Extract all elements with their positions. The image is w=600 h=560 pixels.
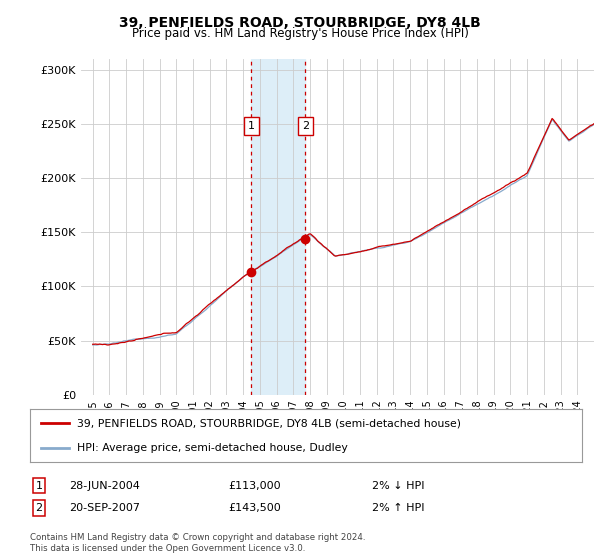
Text: 39, PENFIELDS ROAD, STOURBRIDGE, DY8 4LB (semi-detached house): 39, PENFIELDS ROAD, STOURBRIDGE, DY8 4LB… [77,418,461,428]
Text: 20-SEP-2007: 20-SEP-2007 [69,503,140,513]
Text: 1: 1 [248,121,255,131]
Text: HPI: Average price, semi-detached house, Dudley: HPI: Average price, semi-detached house,… [77,442,347,452]
Text: £113,000: £113,000 [228,480,281,491]
Bar [251,59,305,395]
Text: 2: 2 [35,503,43,513]
Text: 2% ↑ HPI: 2% ↑ HPI [372,503,425,513]
Text: £143,500: £143,500 [228,503,281,513]
Text: 2% ↓ HPI: 2% ↓ HPI [372,480,425,491]
Text: Contains HM Land Registry data © Crown copyright and database right 2024.
This d: Contains HM Land Registry data © Crown c… [30,533,365,553]
Text: 1: 1 [35,480,43,491]
Text: Price paid vs. HM Land Registry's House Price Index (HPI): Price paid vs. HM Land Registry's House … [131,27,469,40]
Text: 39, PENFIELDS ROAD, STOURBRIDGE, DY8 4LB: 39, PENFIELDS ROAD, STOURBRIDGE, DY8 4LB [119,16,481,30]
Text: 2: 2 [302,121,309,131]
Text: 28-JUN-2004: 28-JUN-2004 [69,480,140,491]
